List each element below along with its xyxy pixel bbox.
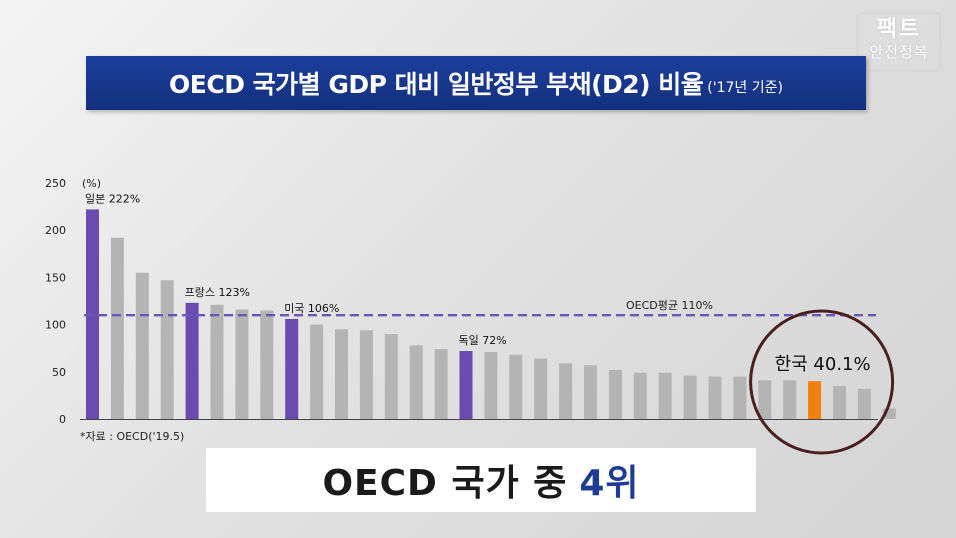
chart-title-bar: OECD 국가별 GDP 대비 일반정부 부채(D2) 비율 ('17년 기준) xyxy=(86,56,866,110)
caption-box: OECD 국가 중 4위 xyxy=(206,448,756,512)
bar xyxy=(310,324,324,419)
korea-bar xyxy=(808,381,822,419)
bar xyxy=(534,358,548,419)
channel-logo: 팩트 안전정복 xyxy=(856,12,942,72)
bar xyxy=(210,304,224,419)
y-tick-label: 200 xyxy=(45,224,66,237)
bar xyxy=(409,345,423,419)
bar-data-label: 프랑스 123% xyxy=(185,286,250,299)
bar xyxy=(260,310,274,419)
bar xyxy=(135,272,149,419)
bar xyxy=(658,372,672,419)
bar xyxy=(833,385,846,419)
bar xyxy=(509,354,523,419)
bar xyxy=(633,372,647,419)
caption-rank: 4위 xyxy=(579,463,640,504)
bar xyxy=(733,376,747,419)
bar xyxy=(235,309,249,419)
bar xyxy=(484,351,498,419)
bar xyxy=(384,334,398,419)
y-axis-unit: (%) xyxy=(82,177,101,190)
bar-data-label: 독일 72% xyxy=(459,333,507,347)
korea-label: 한국 40.1% xyxy=(775,354,871,375)
bar-data-label: 일본 222% xyxy=(85,191,140,205)
bar xyxy=(559,363,573,419)
bar xyxy=(160,280,174,419)
bar xyxy=(882,408,896,419)
bar xyxy=(285,318,299,419)
bar xyxy=(434,349,448,419)
bar xyxy=(110,237,124,419)
bar xyxy=(708,376,722,419)
bar xyxy=(359,330,373,419)
source-note: *자료 : OECD('19.5) xyxy=(80,430,185,443)
bar xyxy=(758,380,772,419)
bar xyxy=(608,369,622,419)
y-tick-label: 250 xyxy=(45,177,66,190)
bar xyxy=(783,380,797,419)
oecd-average-label: OECD평균 110% xyxy=(626,299,713,312)
chart-title: OECD 국가별 GDP 대비 일반정부 부채(D2) 비율 xyxy=(169,70,704,99)
bar xyxy=(335,329,348,419)
logo-line2: 안전정복 xyxy=(869,43,929,61)
bar xyxy=(857,388,871,419)
caption-text: OECD 국가 중 xyxy=(322,463,568,504)
korea-highlight-circle xyxy=(749,309,895,455)
bar xyxy=(459,351,473,419)
y-tick-label: 150 xyxy=(45,271,66,284)
chart-subtitle: ('17년 기준) xyxy=(707,80,783,96)
bar-data-label: 미국 106% xyxy=(284,302,339,315)
y-tick-label: 50 xyxy=(52,366,66,379)
bar xyxy=(683,375,697,419)
bar xyxy=(185,302,199,419)
bar xyxy=(584,365,597,419)
y-tick-label: 100 xyxy=(45,319,66,332)
y-tick-label: 0 xyxy=(59,413,66,426)
logo-line1: 팩트 xyxy=(876,17,922,42)
